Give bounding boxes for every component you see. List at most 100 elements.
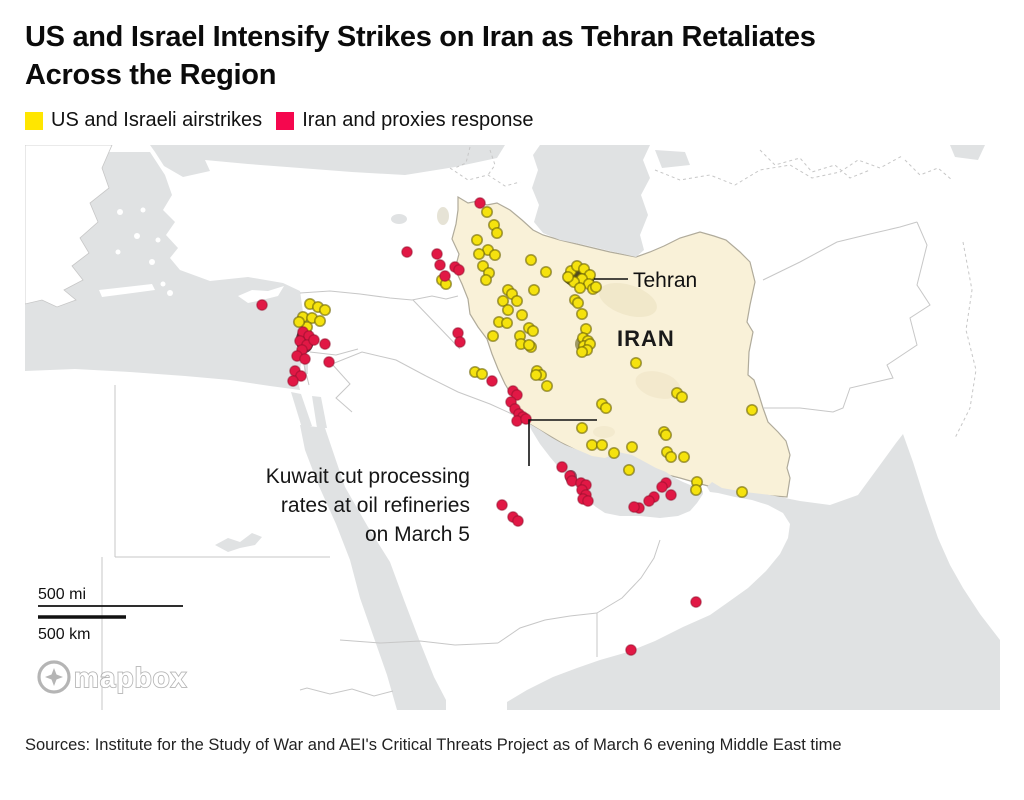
response-dot [308,334,320,346]
airstrike-dots-layer [292,205,759,499]
airstrike-dot [573,281,587,295]
aegean-islands [115,207,173,296]
response-dot [453,264,465,276]
response-dot [474,197,486,209]
airstrike-dot [607,446,621,460]
airstrike-dot [571,296,585,310]
greece-mainland [25,145,113,308]
legend-item-response: Iran and proxies response [276,109,533,132]
response-swatch [276,111,295,130]
airstrike-dot [486,329,500,343]
scale-bar: 500 mi 500 km [38,586,183,643]
tehran-label: Tehran [633,269,697,292]
title-line-2: Across the Region [25,59,277,91]
lake-van [391,214,407,224]
response-dot [486,375,498,387]
airstrike-dot [675,390,689,404]
response-dot [628,501,640,513]
airstrike-dot [522,338,536,352]
iran-country-shape [451,195,791,498]
airstrike-dot [526,324,540,338]
airstrike-dot [540,379,554,393]
desert-patch [599,282,657,318]
response-dot [582,495,594,507]
mediterranean-sea [25,152,303,390]
gulf-of-aqaba [312,396,327,428]
mapbox-star-icon [45,668,63,686]
iran-label: IRAN [617,326,675,351]
response-dot [665,489,677,501]
airstrike-dot [659,428,673,442]
response-label: Iran and proxies response [302,109,534,131]
response-dot [625,644,637,656]
response-dot [401,246,413,258]
legend: US and Israeli airstrikes Iran and proxi… [25,109,533,132]
airstrike-dot [490,226,504,240]
mapbox-logo[interactable]: mapbox [37,660,187,694]
airstrike-dot [599,401,613,415]
response-dot [299,353,311,365]
airstrike-dot [524,253,538,267]
gulf-of-suez [291,392,312,428]
annotation-line-3: on March 5 [365,523,470,546]
airstrike-dot [515,308,529,322]
response-dot [319,338,331,350]
response-dot [434,259,446,271]
dead-sea [304,358,308,374]
airstrike-dot [625,440,639,454]
airstrike-dot [479,273,493,287]
title-line-1: US and Israel Intensify Strikes on Iran … [25,21,816,53]
source-note: Sources: Institute for the Study of War … [25,736,842,754]
airstrike-dot [470,233,484,247]
desert-patch [635,371,681,399]
airstrike-dot [585,438,599,452]
red-sea [300,425,446,710]
airstrike-dot [501,303,515,317]
airstrike-dot [745,403,759,417]
arabian-sea [507,434,1000,710]
map: Tehran IRAN Kuwait cut processing rates … [25,145,1000,712]
response-dot [496,499,508,511]
mapbox-logo-text: mapbox [74,662,187,693]
scale-km-label: 500 km [38,626,90,643]
aral-sea [950,145,985,160]
airstrikes-label: US and Israeli airstrikes [51,109,263,131]
airstrike-dot [475,367,489,381]
airstrike-dot [575,345,589,359]
annotation-line-2: rates at oil refineries [281,494,470,517]
airstrike-dot [575,421,589,435]
airstrike-dot [561,270,575,284]
annotation-leader-line [528,419,597,466]
airstrike-dot [664,450,678,464]
black-sea [150,145,505,177]
response-dot [323,356,335,368]
airstrike-dot [539,265,553,279]
airstrike-dot [595,438,609,452]
response-dot [287,375,299,387]
cyprus-island [238,286,284,303]
airstrike-dot [510,294,524,308]
response-dot [643,495,655,507]
lake-urmia [437,207,449,225]
airstrike-dot [689,483,703,497]
response-dot [556,461,568,473]
response-dot [656,481,668,493]
country-borders [101,146,977,710]
response-dots-layer [256,197,702,656]
airstrike-dot [292,315,306,329]
airstrike-dot [529,368,543,382]
legend-item-airstrikes: US and Israeli airstrikes [25,109,262,132]
airstrike-dot [629,356,643,370]
scale-miles-label: 500 mi [38,586,86,603]
annotation: Kuwait cut processing rates at oil refin… [266,465,470,546]
airstrike-dot [527,283,541,297]
page-title: US and Israel Intensify Strikes on Iran … [25,18,995,94]
airstrike-dot [575,307,589,321]
airstrike-dot [677,450,691,464]
airstrikes-swatch [25,111,43,130]
airstrike-dot [313,314,327,328]
airstrike-dot [480,205,494,219]
airstrike-dot [622,463,636,477]
crete-island [99,284,155,297]
lake-nasser [215,533,262,552]
